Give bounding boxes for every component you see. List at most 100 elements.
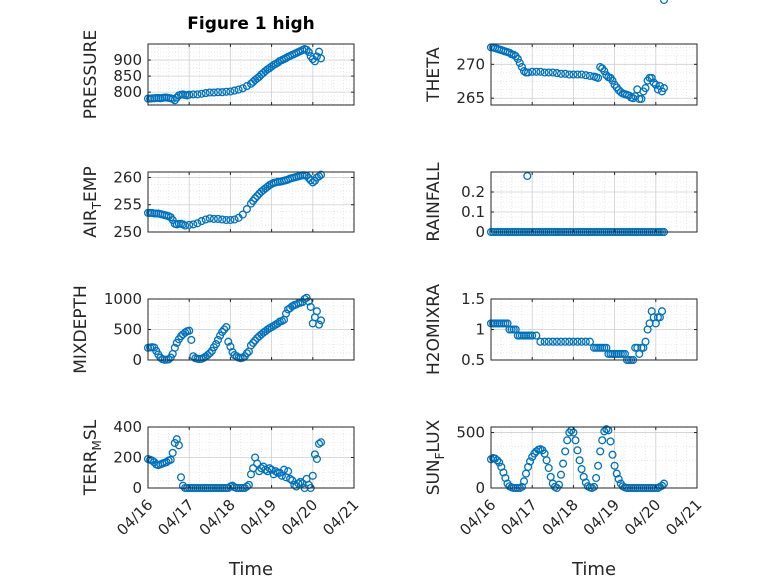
data-point [242, 82, 251, 91]
data-point [598, 436, 607, 445]
data-point [559, 459, 568, 468]
data-point [585, 337, 594, 346]
data-point [544, 337, 553, 346]
y-tick-label: 400 [113, 418, 142, 436]
data-point [242, 205, 251, 214]
data-point [577, 465, 586, 474]
figure-title: Figure 1 high [187, 14, 315, 34]
data-point [251, 336, 260, 345]
data-point [519, 477, 529, 486]
data-point [314, 172, 324, 181]
data-point [532, 67, 541, 76]
data-point [187, 335, 196, 344]
data-point [271, 467, 280, 476]
data-point [575, 456, 584, 465]
x-tick-label: 04/20 [278, 496, 321, 539]
data-point [523, 171, 532, 181]
data-point [544, 68, 553, 77]
series-markers [143, 170, 326, 230]
y-axis-label: MIXDEPTH [71, 285, 91, 374]
data-point [556, 470, 566, 479]
data-point [218, 88, 227, 97]
series-markers [143, 293, 326, 364]
data-point [201, 89, 210, 98]
y-tick-label: 260 [113, 168, 142, 186]
data-point [573, 337, 582, 346]
y-tick-label: 270 [456, 55, 485, 73]
data-point [222, 87, 231, 96]
data-point [569, 337, 578, 346]
x-tick-label: 04/18 [539, 496, 582, 539]
data-point [310, 450, 319, 459]
data-point [189, 220, 198, 229]
data-point [273, 58, 282, 67]
data-point [185, 90, 194, 99]
y-axis-label: RAINFALL [424, 162, 444, 242]
data-point [600, 67, 609, 76]
data-point [226, 215, 235, 225]
data-point [226, 87, 235, 96]
data-point [536, 337, 545, 346]
data-point [181, 221, 190, 230]
data-point [509, 50, 518, 59]
data-point [242, 349, 251, 358]
data-point [257, 464, 266, 473]
data-point [205, 349, 214, 358]
data-point [314, 320, 324, 329]
y-tick-label: 1.5 [461, 290, 485, 308]
y-tick-label: 0 [132, 479, 142, 497]
data-point [316, 170, 326, 179]
data-point [577, 337, 586, 346]
data-point [655, 81, 664, 91]
y-tick-label: 900 [113, 51, 142, 69]
data-point [197, 217, 206, 226]
x-axis-label-left: Time [228, 559, 273, 580]
data-point [314, 439, 324, 448]
subplot-theta: 265 270 THETA [424, 43, 698, 107]
data-point [561, 69, 570, 78]
data-point [312, 454, 321, 464]
data-point [657, 481, 667, 490]
data-point [249, 338, 258, 347]
data-point [286, 474, 295, 483]
series-markers [143, 45, 326, 105]
data-point [312, 307, 321, 316]
data-point [168, 448, 177, 457]
data-point [581, 71, 590, 80]
series-markers [486, 425, 669, 493]
data-point [189, 90, 198, 99]
data-point [641, 337, 650, 346]
data-point [238, 84, 247, 93]
data-point [279, 465, 289, 474]
axes-box [490, 171, 698, 233]
data-point [647, 73, 656, 82]
y-axis-label: H2OMIXRA [424, 284, 444, 375]
data-point [218, 215, 227, 224]
data-point [581, 337, 590, 346]
data-point [220, 325, 229, 334]
data-point [193, 219, 202, 228]
data-point [592, 473, 601, 483]
data-point [606, 437, 615, 446]
data-point [234, 85, 243, 94]
data-point [528, 67, 537, 76]
data-point [556, 337, 566, 346]
data-point [637, 94, 646, 103]
data-point [608, 76, 617, 85]
data-point [565, 337, 574, 346]
data-point [565, 70, 574, 79]
y-tick-label: 265 [456, 89, 485, 107]
data-point [651, 80, 660, 89]
y-tick-label: 0 [132, 351, 142, 369]
data-point [265, 464, 274, 473]
data-point [306, 302, 315, 311]
data-point [552, 69, 561, 78]
data-point [251, 194, 260, 203]
data-point [222, 323, 231, 332]
y-tick-label: 500 [456, 424, 485, 442]
data-point [294, 479, 303, 488]
data-point [296, 477, 305, 486]
data-point [316, 316, 326, 325]
data-point [213, 214, 223, 223]
